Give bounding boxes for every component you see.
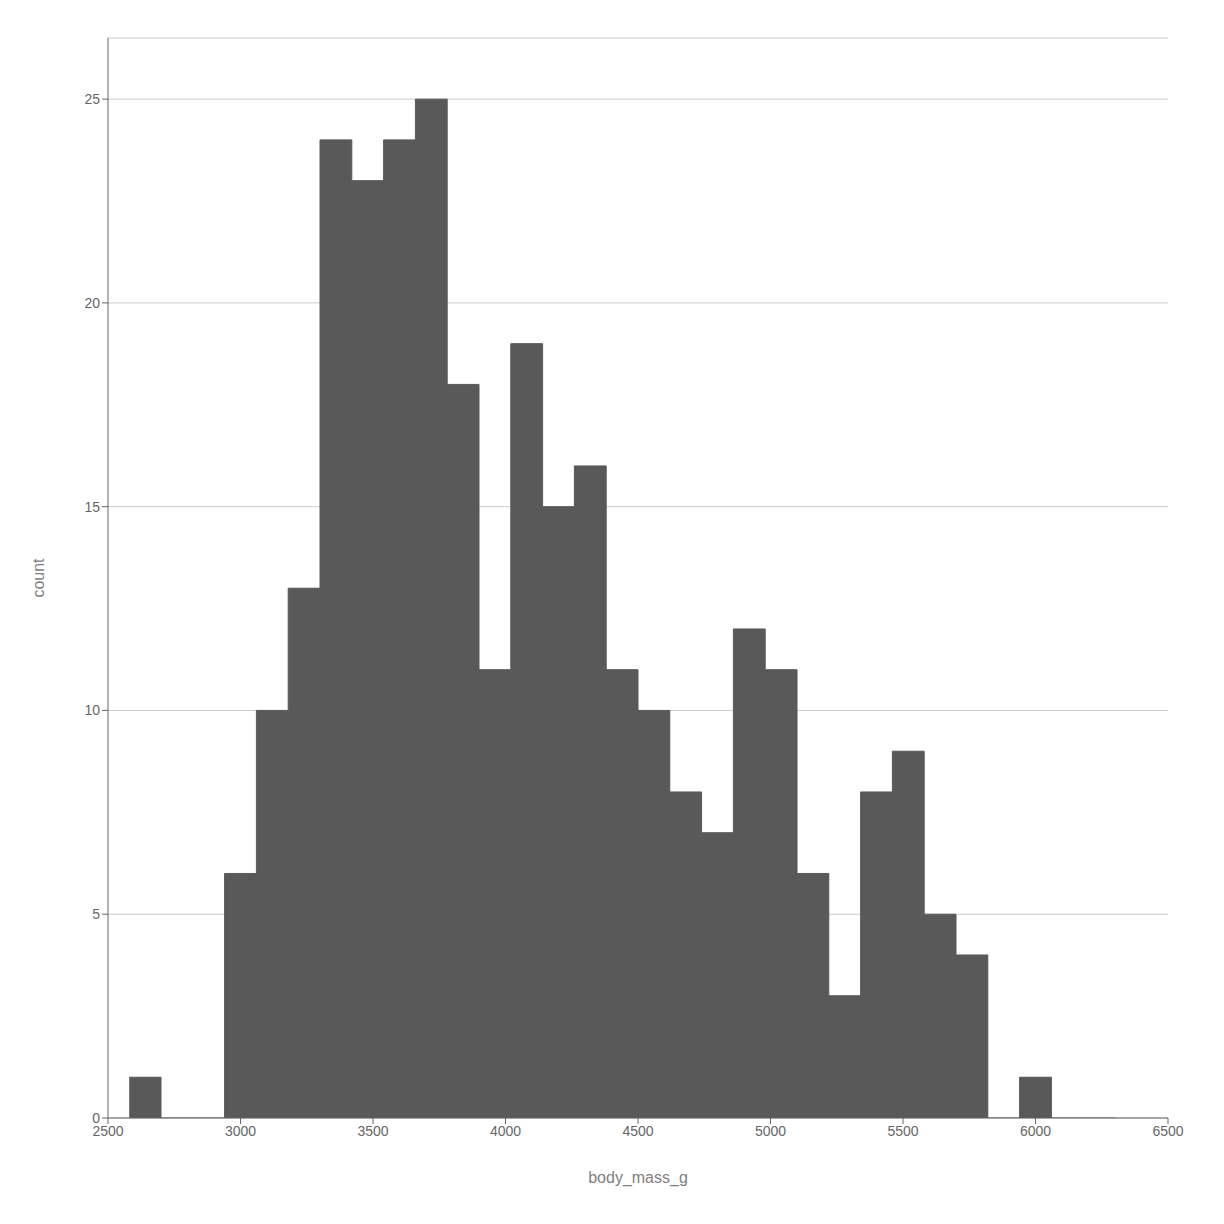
svg-text:6500: 6500 [1152, 1123, 1183, 1139]
svg-text:body_mass_g: body_mass_g [588, 1169, 688, 1187]
svg-text:5: 5 [92, 906, 100, 922]
svg-text:3500: 3500 [357, 1123, 388, 1139]
svg-text:20: 20 [84, 295, 100, 311]
svg-text:6000: 6000 [1020, 1123, 1051, 1139]
svg-text:5000: 5000 [755, 1123, 786, 1139]
svg-text:2500: 2500 [92, 1122, 124, 1139]
svg-text:0: 0 [92, 1110, 100, 1126]
svg-text:10: 10 [84, 702, 100, 718]
svg-text:4500: 4500 [622, 1123, 653, 1139]
svg-text:3000: 3000 [225, 1123, 256, 1139]
svg-text:count: count [30, 558, 47, 598]
svg-text:25: 25 [84, 91, 100, 107]
svg-text:4000: 4000 [490, 1123, 521, 1139]
svg-text:5500: 5500 [887, 1123, 918, 1139]
svg-text:15: 15 [84, 499, 100, 515]
